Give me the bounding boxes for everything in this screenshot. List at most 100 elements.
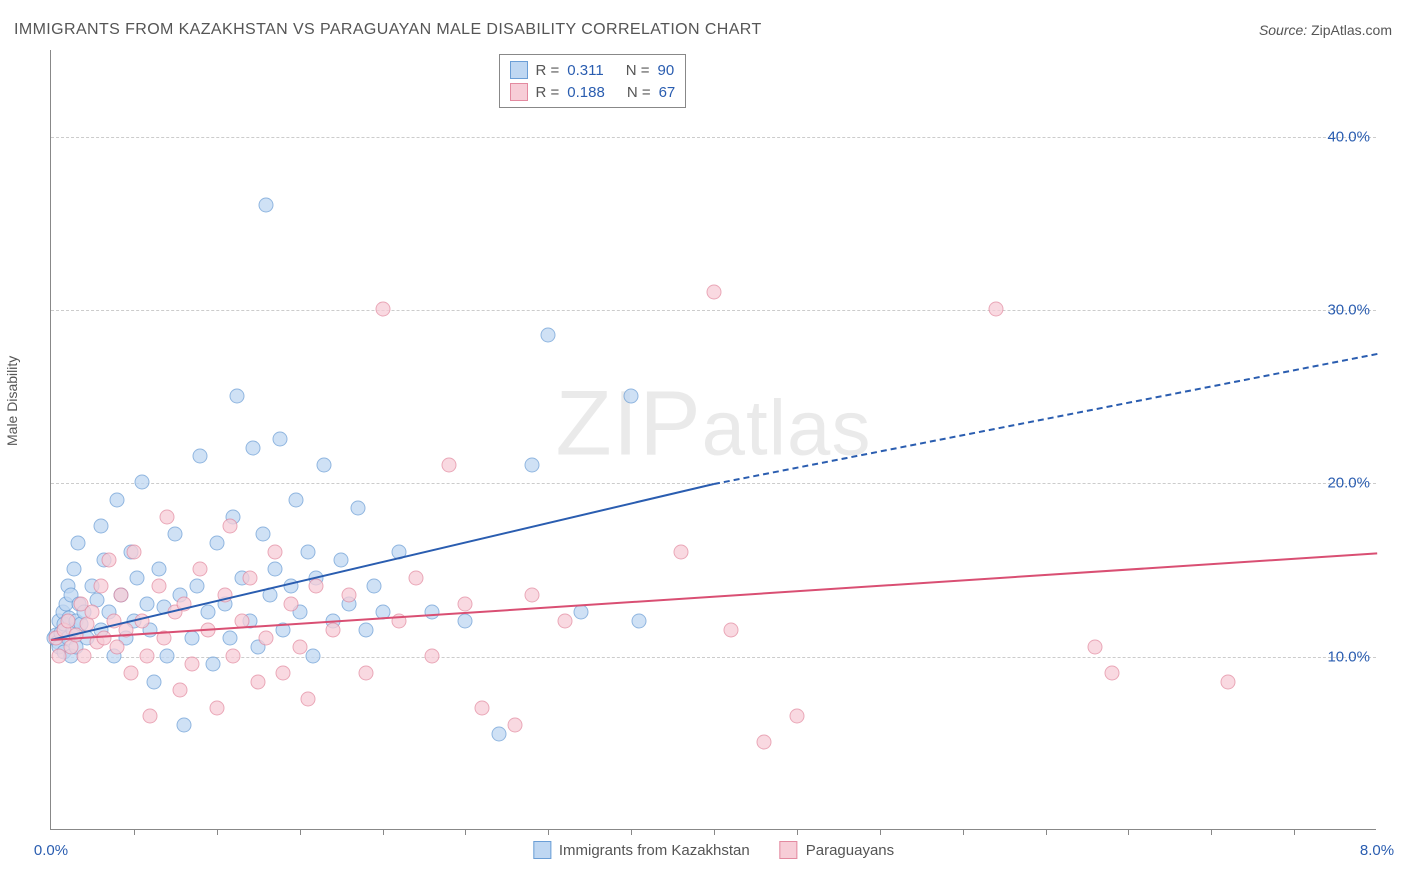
r-label: R = [536,84,560,101]
x-tick-label: 8.0% [1360,842,1394,859]
data-point [367,579,382,594]
data-point [441,458,456,473]
x-minor-tick [880,829,881,835]
x-tick-label: 0.0% [34,842,68,859]
legend-swatch [510,83,528,101]
data-point [557,614,572,629]
source-label: Source: [1259,22,1307,38]
data-point [574,605,589,620]
data-point [184,631,199,646]
data-point [223,631,238,646]
x-minor-tick [963,829,964,835]
data-point [1088,640,1103,655]
data-point [408,570,423,585]
scatter-plot: ZIPatlas 10.0%20.0%30.0%40.0%0.0%8.0%R =… [50,50,1376,830]
data-point [988,302,1003,317]
data-point [789,709,804,724]
data-point [425,605,440,620]
n-value: 67 [659,84,676,101]
data-point [375,302,390,317]
data-point [259,198,274,213]
chart-title: IMMIGRANTS FROM KAZAKHSTAN VS PARAGUAYAN… [14,21,762,39]
data-point [334,553,349,568]
data-point [151,579,166,594]
r-value: 0.311 [567,62,603,79]
x-minor-tick [1128,829,1129,835]
data-point [223,518,238,533]
data-point [176,718,191,733]
data-point [541,328,556,343]
x-minor-tick [797,829,798,835]
x-minor-tick [300,829,301,835]
data-point [143,709,158,724]
data-point [160,510,175,525]
legend-row: R =0.188N =67 [510,81,676,103]
r-label: R = [536,62,560,79]
source-attribution: Source: ZipAtlas.com [1259,22,1392,38]
data-point [242,570,257,585]
data-point [256,527,271,542]
data-point [123,666,138,681]
data-point [289,492,304,507]
data-point [229,388,244,403]
data-point [292,640,307,655]
legend-item: Immigrants from Kazakhstan [533,841,750,859]
data-point [474,700,489,715]
y-tick-label: 10.0% [1327,648,1370,665]
legend-swatch [533,841,551,859]
data-point [135,475,150,490]
gridline [51,137,1376,138]
correlation-legend: R =0.311N =90R =0.188N =67 [499,54,687,108]
data-point [110,640,125,655]
data-point [723,622,738,637]
data-point [1220,674,1235,689]
x-minor-tick [1211,829,1212,835]
legend-row: R =0.311N =90 [510,59,676,81]
data-point [350,501,365,516]
x-minor-tick [631,829,632,835]
data-point [130,570,145,585]
data-point [491,726,506,741]
x-minor-tick [714,829,715,835]
data-point [524,458,539,473]
data-point [358,622,373,637]
source-value: ZipAtlas.com [1311,22,1392,38]
data-point [126,544,141,559]
data-point [93,518,108,533]
y-axis-label: Male Disability [4,356,20,446]
x-minor-tick [217,829,218,835]
data-point [189,579,204,594]
data-point [342,588,357,603]
data-point [85,605,100,620]
data-point [246,440,261,455]
data-point [184,657,199,672]
data-point [284,596,299,611]
data-point [358,666,373,681]
data-point [140,648,155,663]
gridline [51,310,1376,311]
data-point [458,614,473,629]
data-point [160,648,175,663]
data-point [325,622,340,637]
data-point [673,544,688,559]
legend-swatch [780,841,798,859]
data-point [272,432,287,447]
data-point [276,666,291,681]
data-point [140,596,155,611]
data-point [508,718,523,733]
y-tick-label: 40.0% [1327,128,1370,145]
data-point [60,614,75,629]
gridline [51,657,1376,658]
data-point [300,692,315,707]
x-minor-tick [465,829,466,835]
data-point [259,631,274,646]
data-point [209,536,224,551]
y-tick-label: 20.0% [1327,475,1370,492]
data-point [146,674,161,689]
data-point [267,544,282,559]
r-value: 0.188 [567,84,605,101]
data-point [70,536,85,551]
data-point [756,735,771,750]
data-point [67,562,82,577]
x-minor-tick [134,829,135,835]
